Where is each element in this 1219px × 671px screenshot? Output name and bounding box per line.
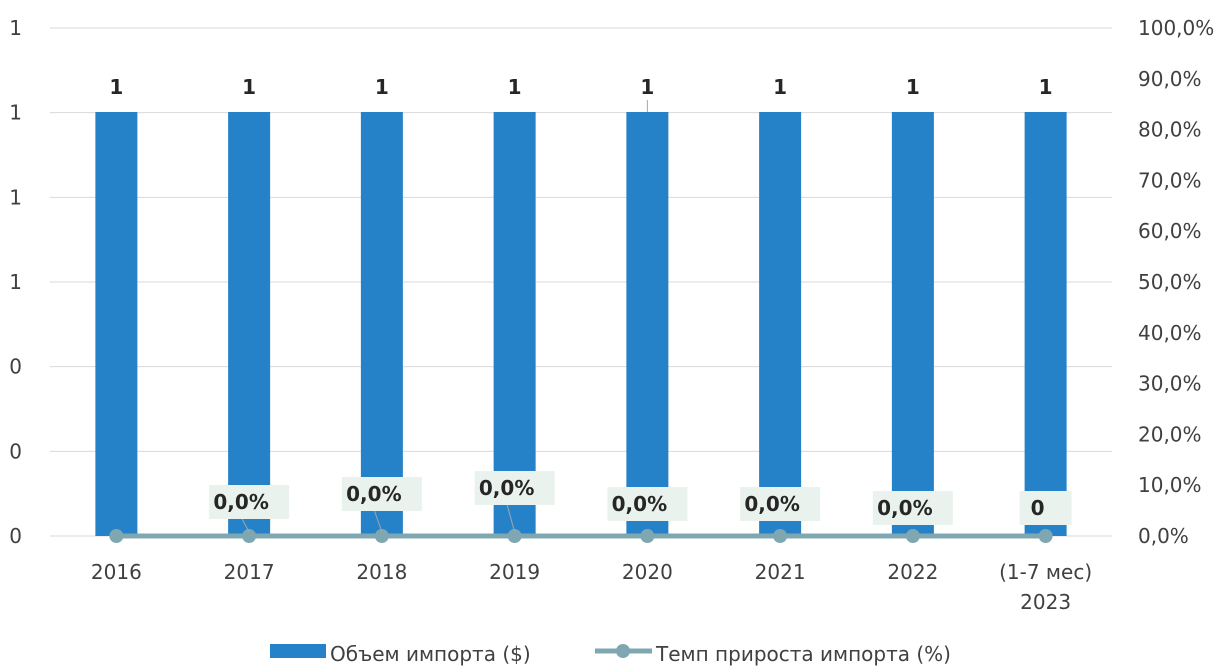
line-point [374, 529, 389, 543]
bar-data-label: 1 [242, 75, 256, 99]
bar [759, 112, 802, 536]
right-tick-label: 20,0% [1138, 422, 1202, 446]
x-tick-label: 2022 [887, 560, 938, 584]
left-tick-label: 0 [9, 524, 22, 548]
bar [1024, 112, 1067, 536]
bar-data-label: 1 [773, 75, 787, 99]
bar-series [95, 112, 1067, 536]
right-tick-label: 100,0% [1138, 16, 1214, 40]
line-point [242, 529, 257, 543]
left-tick-label: 1 [9, 16, 22, 40]
x-tick-label: 2017 [224, 560, 275, 584]
line-data-label: 0,0% [744, 492, 799, 516]
gridlines [50, 27, 1112, 537]
line-point [1038, 529, 1053, 543]
legend-swatch-bar [270, 644, 326, 658]
x-tick-label: 2019 [489, 560, 540, 584]
legend-marker-line [616, 644, 630, 658]
line-label-box [1019, 491, 1072, 525]
line-data-label: 0,0% [213, 490, 268, 514]
line-label-leader [506, 502, 516, 533]
line-label-box [607, 487, 688, 521]
line-point [507, 529, 522, 543]
bar-data-label: 1 [109, 75, 123, 99]
line-data-label: 0 [1031, 496, 1045, 520]
right-tick-label: 70,0% [1138, 168, 1202, 192]
bar [493, 112, 536, 536]
line-label-box [209, 485, 290, 519]
right-tick-label: 10,0% [1138, 473, 1202, 497]
x-tick-label: 2020 [622, 560, 673, 584]
left-axis: 0 0 0 1 1 1 1 [9, 16, 22, 548]
bar-data-label: 1 [1039, 75, 1053, 99]
line-label-leader [240, 516, 250, 533]
bar-data-label: 1 [640, 75, 654, 99]
x-tick-label: (1-7 мес) [999, 560, 1092, 584]
right-tick-label: 90,0% [1138, 67, 1202, 91]
bar [891, 112, 934, 536]
left-tick-label: 1 [9, 101, 22, 125]
line-series [109, 529, 1053, 543]
right-tick-label: 60,0% [1138, 219, 1202, 243]
bar [95, 112, 138, 536]
line-point [905, 529, 920, 543]
bar [228, 112, 271, 536]
bar [360, 112, 403, 536]
right-tick-label: 50,0% [1138, 270, 1202, 294]
data-labels: 1 1 1 1 1 1 1 1 0,0% 0,0% 0,0% 0,0% 0,0% 0,0% 0 [109, 75, 1072, 533]
bar [626, 112, 669, 536]
right-tick-label: 30,0% [1138, 372, 1202, 396]
bar-data-label: 1 [906, 75, 920, 99]
right-tick-label: 0,0% [1138, 524, 1189, 548]
line-label-box [474, 471, 555, 505]
x-tick-label: 2023 [1020, 590, 1071, 614]
bar-data-label: 1 [375, 75, 389, 99]
line-data-label: 0,0% [877, 496, 932, 520]
left-tick-label: 1 [9, 185, 22, 209]
left-tick-label: 0 [9, 439, 22, 463]
line-data-label: 0,0% [346, 482, 401, 506]
line-point [773, 529, 788, 543]
left-tick-label: 0 [9, 355, 22, 379]
x-tick-label: 2016 [91, 560, 142, 584]
right-tick-label: 40,0% [1138, 321, 1202, 345]
line-point [640, 529, 655, 543]
line-label-box [341, 477, 422, 511]
right-axis: 0,0% 10,0% 20,0% 30,0% 40,0% 50,0% 60,0% 70,0% 8… [1138, 16, 1214, 548]
line-label-box [872, 491, 953, 525]
legend: Объем импорта ($) Темп прироста импорта … [270, 642, 951, 666]
x-tick-label: 2021 [755, 560, 806, 584]
line-data-label: 0,0% [479, 476, 534, 500]
line-label-leader [373, 508, 383, 533]
legend-label-bar: Объем импорта ($) [330, 642, 531, 666]
line-data-label: 0,0% [612, 492, 667, 516]
x-axis: 2016 2017 2018 2019 2020 2021 2022 (1-7 мес) 202… [91, 560, 1092, 614]
legend-label-line: Темп прироста импорта (%) [655, 642, 951, 666]
x-tick-label: 2018 [356, 560, 407, 584]
line-label-box [740, 487, 821, 521]
left-tick-label: 1 [9, 270, 22, 294]
line-point [109, 529, 124, 543]
right-tick-label: 80,0% [1138, 118, 1202, 142]
bar-data-label: 1 [508, 75, 522, 99]
